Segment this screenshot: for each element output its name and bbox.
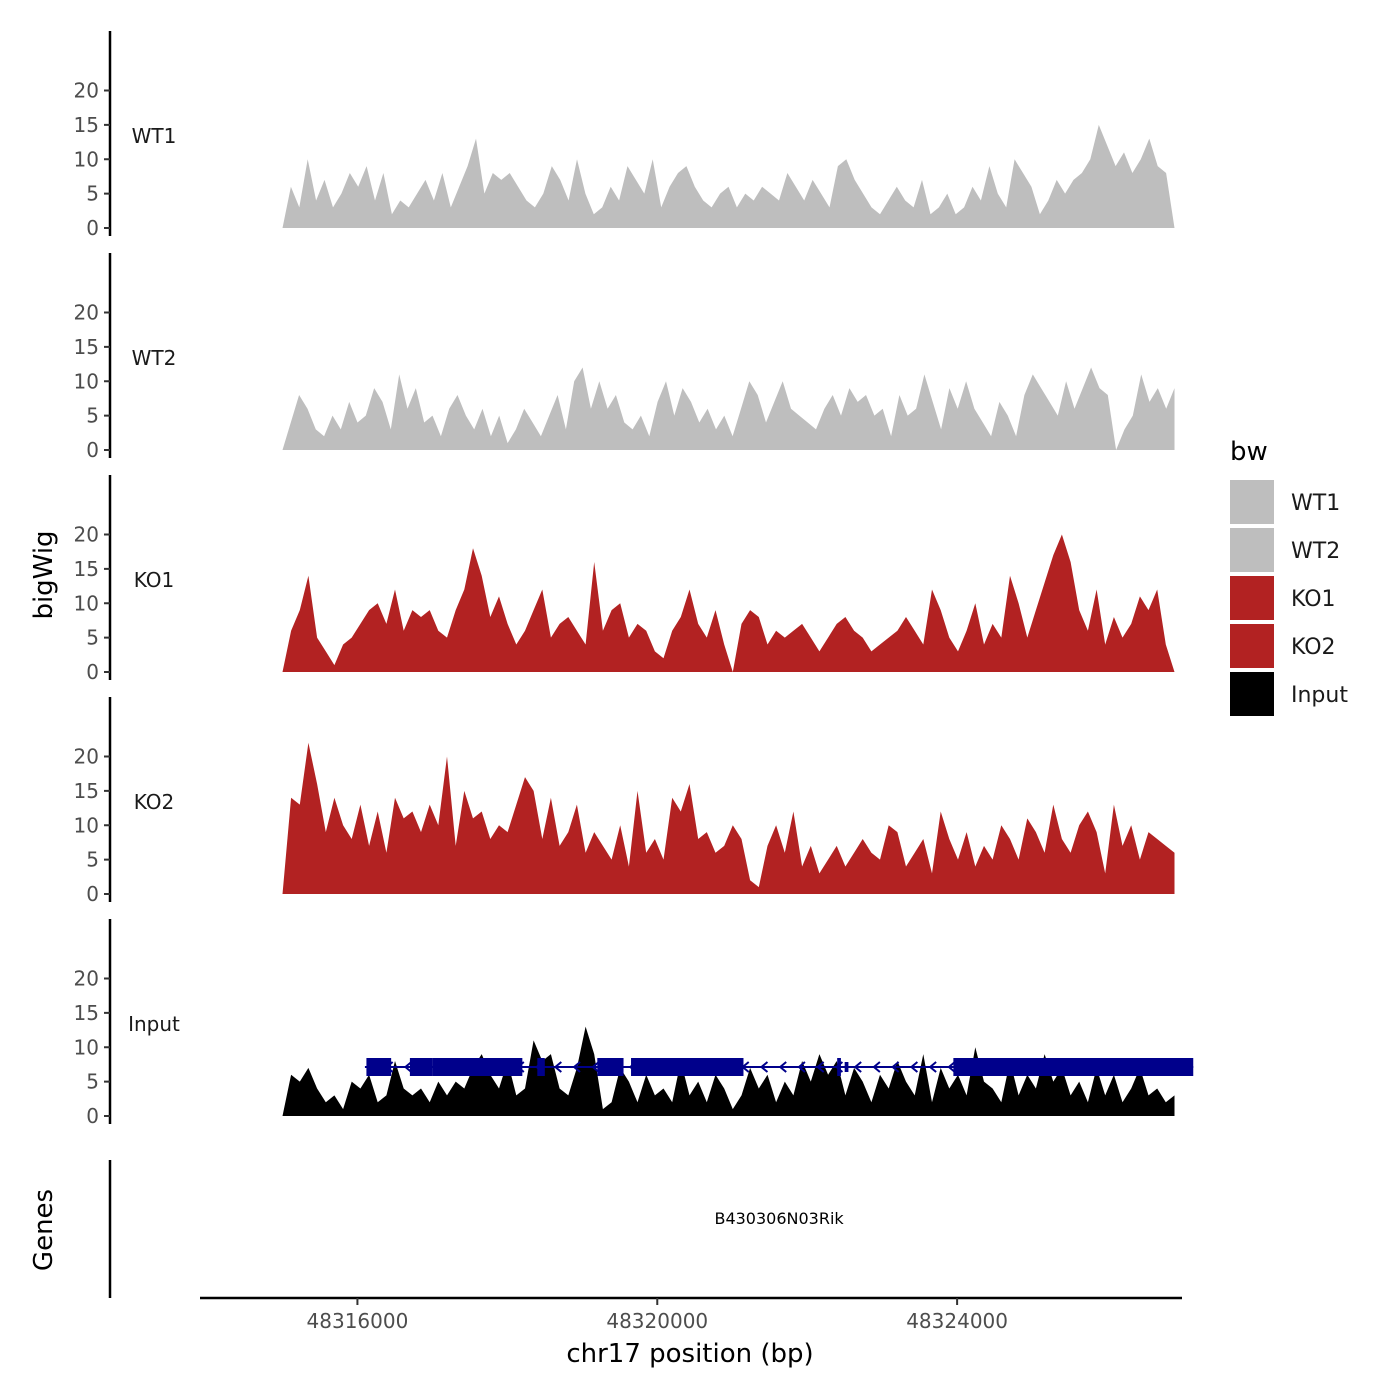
y-tick-label: 5 bbox=[86, 182, 99, 206]
y-tick-label: 15 bbox=[74, 779, 99, 803]
coverage-area-wt1 bbox=[282, 124, 1175, 228]
strand-arrow bbox=[759, 1061, 769, 1073]
strand-arrow bbox=[872, 1061, 881, 1073]
legend-label-ko2: KO2 bbox=[1291, 635, 1336, 660]
coverage-area-ko1 bbox=[282, 534, 1175, 672]
y-tick-label: 20 bbox=[74, 745, 99, 769]
strand-arrow bbox=[797, 1061, 806, 1073]
legend-swatch-ko1 bbox=[1230, 576, 1274, 620]
y-tick-label: 5 bbox=[86, 848, 99, 872]
legend-swatch-ko2 bbox=[1230, 624, 1274, 668]
gene-name-label: B430306N03Rik bbox=[714, 1209, 844, 1228]
strand-arrow bbox=[591, 1061, 600, 1073]
y-axis-title: bigWig bbox=[29, 530, 59, 619]
y-tick-label: 10 bbox=[74, 369, 99, 393]
x-tick-label: 48316000 bbox=[307, 1309, 409, 1333]
gene-exon bbox=[432, 1058, 523, 1076]
strand-arrow bbox=[778, 1061, 787, 1073]
genes-track-title: Genes bbox=[29, 1189, 59, 1271]
x-tick-label: 48320000 bbox=[606, 1309, 708, 1333]
strand-arrow bbox=[553, 1061, 562, 1073]
coverage-area-wt2 bbox=[282, 367, 1175, 450]
legend-label-wt1: WT1 bbox=[1291, 491, 1340, 516]
y-tick-label: 0 bbox=[86, 438, 99, 462]
x-tick-label: 48324000 bbox=[906, 1309, 1008, 1333]
y-tick-label: 5 bbox=[86, 404, 99, 428]
y-tick-label: 0 bbox=[86, 882, 99, 906]
track-label: Input bbox=[128, 1012, 180, 1036]
legend-title: bw bbox=[1230, 437, 1268, 467]
gene-exon bbox=[837, 1058, 841, 1076]
y-tick-label: 0 bbox=[86, 1104, 99, 1128]
strand-arrow bbox=[947, 1061, 956, 1073]
track-label: WT2 bbox=[132, 346, 177, 370]
gene-exon bbox=[631, 1058, 744, 1076]
track-wt1: 0 5 10 15 20 WT1 bbox=[74, 31, 1175, 240]
strand-arrow bbox=[403, 1061, 413, 1073]
x-axis-title: chr17 position (bp) bbox=[566, 1339, 813, 1369]
legend-swatch-input bbox=[1230, 672, 1274, 716]
gene-exon bbox=[409, 1058, 433, 1076]
y-tick-label: 5 bbox=[86, 626, 99, 650]
strand-arrow bbox=[891, 1061, 900, 1073]
y-tick-label: 20 bbox=[74, 301, 99, 325]
y-tick-label: 10 bbox=[74, 1035, 99, 1059]
track-label: KO1 bbox=[134, 568, 175, 592]
legend-swatch-wt2 bbox=[1230, 528, 1274, 572]
y-tick-label: 10 bbox=[74, 147, 99, 171]
strand-arrow bbox=[909, 1061, 919, 1073]
strand-arrow bbox=[816, 1061, 825, 1073]
gene-exon bbox=[953, 1058, 1194, 1076]
coverage-area-ko2 bbox=[282, 742, 1175, 894]
track-label: WT1 bbox=[132, 124, 177, 148]
y-tick-label: 10 bbox=[74, 591, 99, 615]
y-tick-label: 20 bbox=[74, 79, 99, 103]
track-label: KO2 bbox=[134, 790, 175, 814]
strand-arrow bbox=[853, 1061, 862, 1073]
track-wt2: 0 5 10 15 20 WT2 bbox=[74, 253, 1175, 462]
gene-exon bbox=[366, 1058, 392, 1076]
legend-label-wt2: WT2 bbox=[1291, 539, 1340, 564]
gene-exon bbox=[537, 1058, 545, 1076]
legend-swatch-wt1 bbox=[1230, 480, 1274, 524]
legend-label-input: Input bbox=[1291, 683, 1348, 708]
y-tick-label: 15 bbox=[74, 335, 99, 359]
y-tick-label: 10 bbox=[74, 813, 99, 837]
y-tick-label: 20 bbox=[74, 967, 99, 991]
track-input: 0 5 10 15 20 Input bbox=[74, 919, 1175, 1128]
y-tick-label: 20 bbox=[74, 523, 99, 547]
y-tick-label: 5 bbox=[86, 1070, 99, 1094]
y-tick-label: 15 bbox=[74, 113, 99, 137]
coverage-area-input bbox=[282, 1026, 1175, 1116]
gene-exon bbox=[597, 1058, 624, 1076]
legend-label-ko1: KO1 bbox=[1291, 587, 1336, 612]
strand-arrow bbox=[572, 1061, 581, 1073]
track-ko2: 0 5 10 15 20 KO2 bbox=[74, 697, 1175, 906]
y-tick-label: 15 bbox=[74, 557, 99, 581]
y-tick-label: 0 bbox=[86, 660, 99, 684]
strand-arrow bbox=[928, 1061, 937, 1073]
y-tick-label: 0 bbox=[86, 216, 99, 240]
track-ko1: 0 5 10 15 20 KO1 bbox=[74, 475, 1175, 684]
y-tick-label: 15 bbox=[74, 1001, 99, 1025]
gene-exon bbox=[844, 1062, 849, 1072]
